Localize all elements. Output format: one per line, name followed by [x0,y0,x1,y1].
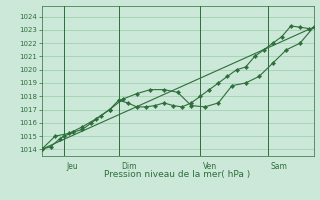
Text: Dim: Dim [121,162,136,171]
Text: Jeu: Jeu [67,162,78,171]
X-axis label: Pression niveau de la mer( hPa ): Pression niveau de la mer( hPa ) [104,170,251,179]
Text: Sam: Sam [270,162,287,171]
Text: Ven: Ven [203,162,217,171]
